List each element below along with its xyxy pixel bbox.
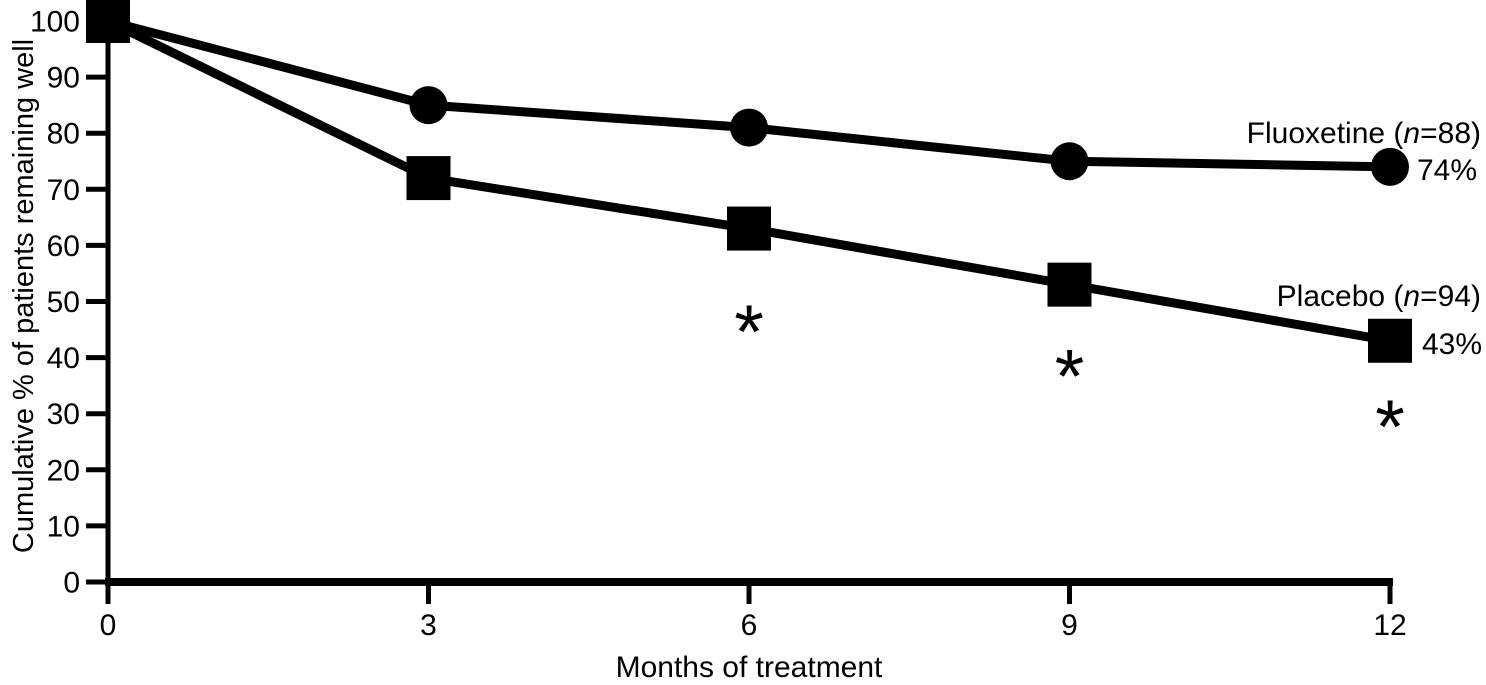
data-point-marker-square bbox=[727, 206, 771, 251]
y-tick-label: 80 bbox=[47, 118, 80, 151]
data-point-marker-circle bbox=[1371, 147, 1409, 186]
data-point-marker-square bbox=[1368, 318, 1412, 363]
x-axis-title: Months of treatment bbox=[616, 651, 883, 684]
significance-asterisk: * bbox=[1055, 335, 1085, 420]
x-tick-label: 3 bbox=[420, 609, 437, 642]
significance-asterisk: * bbox=[734, 290, 764, 375]
y-tick-label: 40 bbox=[47, 342, 80, 375]
data-point-marker-circle bbox=[730, 108, 768, 147]
data-point-marker-square bbox=[86, 0, 130, 43]
y-tick-label: 90 bbox=[47, 62, 80, 95]
y-tick-label: 100 bbox=[30, 6, 80, 39]
y-tick-label: 10 bbox=[47, 510, 80, 543]
series-label: Placebo (n=94) bbox=[1277, 280, 1481, 313]
y-tick-label: 30 bbox=[47, 398, 80, 431]
data-point-marker-circle bbox=[1050, 142, 1089, 181]
y-tick-label: 70 bbox=[47, 174, 80, 207]
data-point-marker-square bbox=[406, 156, 451, 201]
series-end-label: 74% bbox=[1417, 154, 1477, 187]
x-tick-label: 0 bbox=[100, 609, 117, 642]
data-point-marker-circle bbox=[409, 86, 448, 125]
series-label: Fluoxetine (n=88) bbox=[1247, 117, 1481, 150]
y-tick-label: 20 bbox=[47, 454, 80, 487]
significance-asterisk: * bbox=[1375, 385, 1405, 470]
y-tick-label: 50 bbox=[47, 286, 80, 319]
x-tick-label: 9 bbox=[1061, 609, 1078, 642]
x-tick-label: 12 bbox=[1373, 609, 1406, 642]
series-end-label: 43% bbox=[1422, 328, 1482, 361]
y-axis-title: Cumulative % of patients remaining well bbox=[8, 39, 40, 553]
data-point-marker-square bbox=[1047, 262, 1092, 307]
x-tick-label: 6 bbox=[741, 609, 758, 642]
y-tick-label: 0 bbox=[63, 567, 80, 600]
y-tick-label: 60 bbox=[47, 230, 80, 263]
